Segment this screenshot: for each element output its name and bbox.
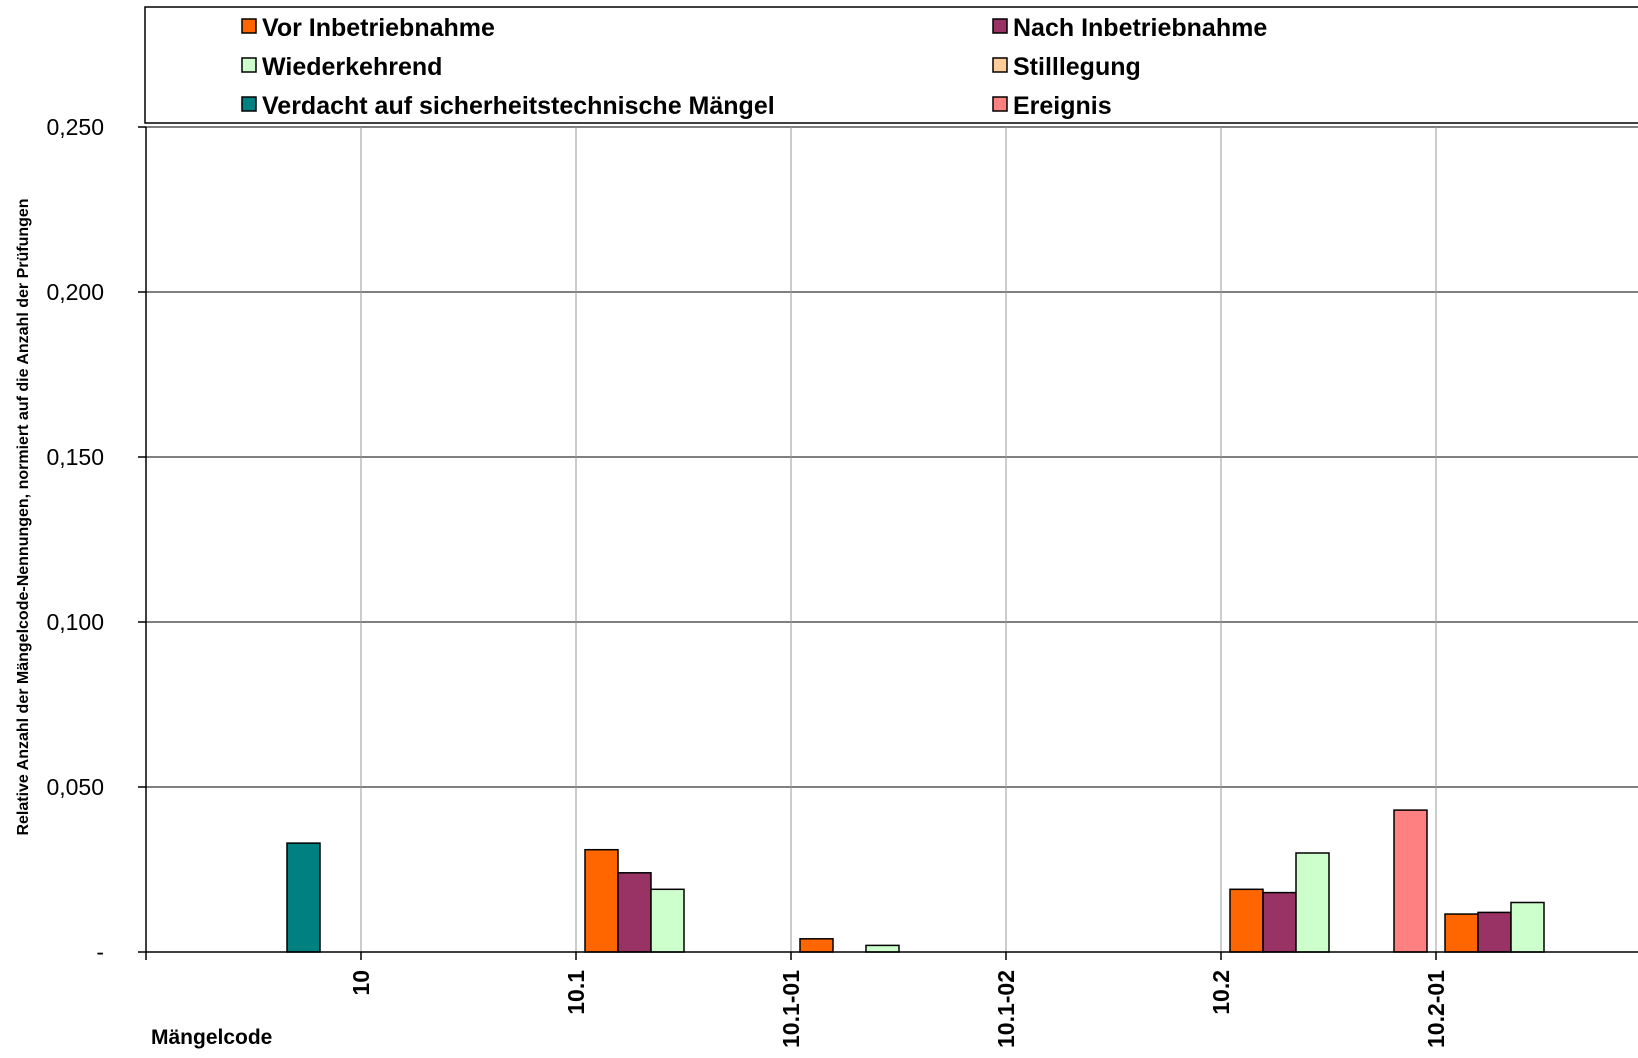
x-tick-label: 10.2 (1208, 970, 1234, 1015)
x-tick-label: 10.1-02 (993, 970, 1019, 1048)
bar-nach-inbetriebnahme (1477, 911, 1512, 953)
x-tick-label: 10.1-01 (778, 970, 804, 1048)
x-tick-label: 10 (348, 970, 374, 996)
y-axis-title: Relative Anzahl der Mängelcode-Nennungen… (15, 198, 32, 835)
legend-label: Nach Inbetriebnahme (1013, 14, 1267, 42)
x-tick-label: 10.2-01 (1423, 970, 1449, 1048)
bar-wiederkehrend (1510, 901, 1545, 953)
legend-label: Ereignis (1013, 92, 1112, 120)
y-tick-label: 0,100 (46, 609, 104, 635)
bar-wiederkehrend (865, 944, 900, 953)
legend-swatch (241, 18, 257, 34)
y-tick-label: 0,150 (46, 444, 104, 470)
bar-wiederkehrend (650, 888, 685, 953)
legend-label: Verdacht auf sicherheitstechnische Mänge… (262, 92, 775, 120)
bar-vor-inbetriebnahme (799, 938, 834, 953)
bar-nach-inbetriebnahme (1262, 891, 1297, 953)
legend-box (144, 6, 1638, 124)
bar-vor-inbetriebnahme (1229, 888, 1264, 953)
y-tick-label: - (96, 939, 104, 965)
legend-label: Stilllegung (1013, 53, 1141, 81)
bar-wiederkehrend (1295, 852, 1330, 953)
y-tick-label: 0,250 (46, 114, 104, 140)
legend-swatch (992, 96, 1008, 112)
legend-label: Vor Inbetriebnahme (262, 14, 495, 42)
legend-swatch (241, 57, 257, 73)
legend-swatch (992, 57, 1008, 73)
bar-vor-inbetriebnahme (1444, 913, 1479, 953)
legend-swatch (241, 96, 257, 112)
legend: Vor Inbetriebnahme Nach Inbetriebnahme Wie… (144, 6, 1638, 124)
legend-swatch (992, 18, 1008, 34)
y-tick-labels: - 0,050 0,100 0,150 0,200 0,250 (46, 114, 104, 965)
axes (138, 126, 1638, 960)
x-tick-label: 10.1 (563, 970, 589, 1015)
x-axis-title: Mängelcode (151, 1026, 272, 1049)
y-tick-label: 0,050 (46, 774, 104, 800)
bar-verdacht-auf-sicherheitstechnische-m-ngel (286, 842, 321, 953)
gridlines (146, 126, 1638, 952)
bar-nach-inbetriebnahme (617, 872, 652, 953)
bars (286, 809, 1545, 953)
bar-vor-inbetriebnahme (584, 848, 619, 953)
legend-label: Wiederkehrend (262, 53, 442, 81)
y-tick-label: 0,200 (46, 279, 104, 305)
bar-ereignis (1393, 809, 1428, 953)
